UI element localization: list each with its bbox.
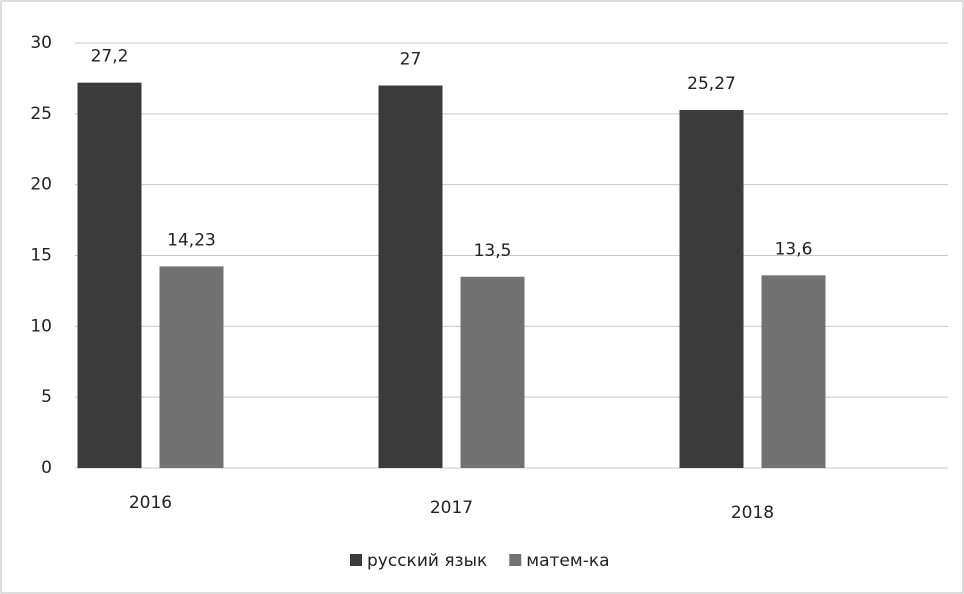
bar <box>679 110 744 468</box>
x-tick-label: 2017 <box>430 498 473 518</box>
y-tick-label: 15 <box>30 246 52 266</box>
data-label: 25,27 <box>687 74 736 94</box>
y-tick-label: 5 <box>41 387 52 407</box>
bar <box>77 82 142 469</box>
bar <box>460 276 525 468</box>
data-label: 14,23 <box>167 230 216 250</box>
y-tick-label: 10 <box>30 316 52 336</box>
y-tick-label: 30 <box>30 33 52 53</box>
x-tick-label: 2016 <box>129 493 172 513</box>
legend-swatch <box>350 554 362 566</box>
data-label: 13,6 <box>775 239 813 259</box>
legend-label: матем-ка <box>526 551 609 571</box>
y-tick-label: 0 <box>41 458 52 478</box>
data-label: 27,2 <box>91 47 129 67</box>
legend-swatch <box>509 554 522 566</box>
y-tick-label: 25 <box>30 104 52 124</box>
legend-label: русский язык <box>367 551 487 571</box>
bar <box>761 275 826 468</box>
bar <box>378 85 443 468</box>
data-label: 27 <box>400 50 422 70</box>
data-label: 13,5 <box>474 241 512 261</box>
x-tick-label: 2018 <box>731 503 774 523</box>
bar <box>159 266 224 468</box>
y-tick-label: 20 <box>30 175 52 195</box>
